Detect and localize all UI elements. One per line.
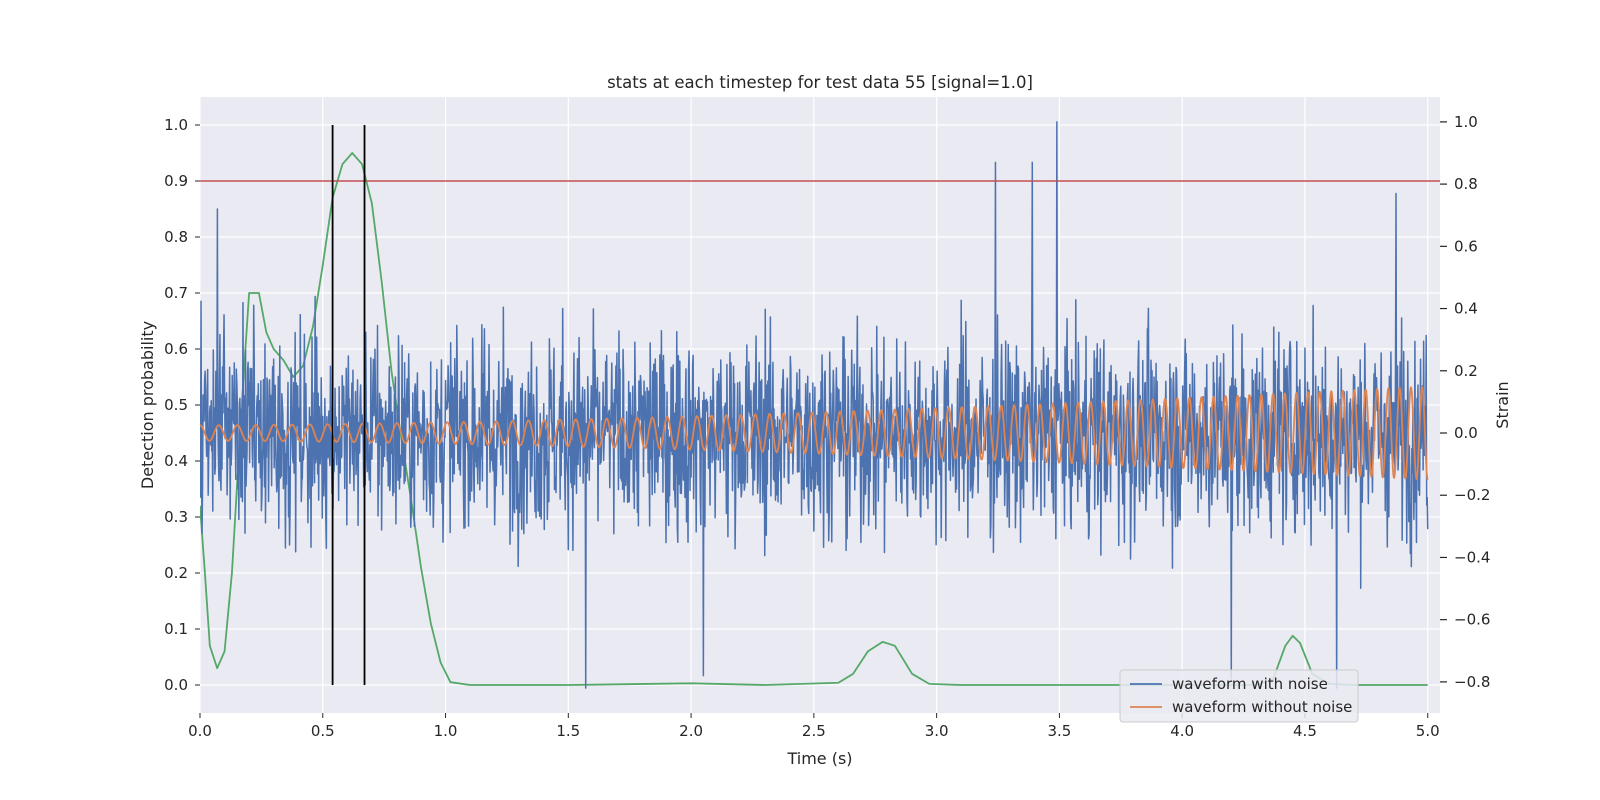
y-left-tick-label: 0.4: [164, 452, 188, 470]
y-right-tick-label: 0.6: [1454, 237, 1478, 255]
y-right-tick-label: −0.2: [1454, 486, 1490, 504]
y-axis-left-label: Detection probability: [138, 321, 157, 489]
x-axis-label: Time (s): [786, 749, 852, 768]
x-axis: 0.0 0.5 1.0 1.5 2.0 2.5 3.0 3.5 4.0 4.5 5.0: [188, 713, 1440, 740]
legend-label-waveform-without-noise: waveform without noise: [1172, 698, 1352, 716]
x-tick-label: 1.0: [434, 722, 458, 740]
legend-box: [1119, 669, 1359, 723]
y-right-tick-label: −0.8: [1454, 673, 1490, 691]
y-axis-right: −0.8 −0.6 −0.4 −0.2 0.0 0.2 0.4 0.6 0.8 1.0: [1440, 113, 1490, 691]
y-left-tick-label: 0.8: [164, 228, 188, 246]
series-line-waveform-without-noise: [200, 385, 1429, 480]
x-tick-label: 0.0: [188, 722, 212, 740]
x-tick-label: 3.5: [1047, 722, 1071, 740]
y-right-tick-label: 0.4: [1454, 300, 1478, 318]
y-left-tick-label: 0.5: [164, 396, 188, 414]
series-line-waveform-with-noise: [200, 121, 1429, 689]
y-right-tick-label: −0.4: [1454, 548, 1490, 566]
x-tick-label: 3.0: [925, 722, 949, 740]
y-left-tick-label: 0.2: [164, 564, 188, 582]
x-tick-label: 4.5: [1293, 722, 1317, 740]
y-right-tick-label: 0.2: [1454, 362, 1478, 380]
x-tick-label: 2.0: [679, 722, 703, 740]
y-left-tick-label: 0.3: [164, 508, 188, 526]
y-axis-left: 0.0 0.1 0.2 0.3 0.4 0.5 0.6 0.7 0.8 0.9 1.0: [164, 116, 200, 694]
x-tick-label: 4.0: [1170, 722, 1194, 740]
x-tick-label: 2.5: [802, 722, 826, 740]
y-left-tick-label: 0.1: [164, 620, 188, 638]
y-left-tick-label: 0.9: [164, 172, 188, 190]
y-right-tick-label: −0.6: [1454, 611, 1490, 629]
y-axis-right-label: Strain: [1493, 381, 1512, 428]
legend: waveform with noise waveform without noi…: [1119, 669, 1359, 723]
y-left-tick-label: 0.0: [164, 676, 188, 694]
chart-title: stats at each timestep for test data 55 …: [607, 73, 1033, 92]
y-right-tick-label: 1.0: [1454, 113, 1478, 131]
y-left-tick-label: 1.0: [164, 116, 188, 134]
x-tick-label: 5.0: [1416, 722, 1440, 740]
x-tick-label: 0.5: [311, 722, 335, 740]
y-right-tick-label: 0.8: [1454, 175, 1478, 193]
y-left-tick-label: 0.7: [164, 284, 188, 302]
y-left-tick-label: 0.6: [164, 340, 188, 358]
x-tick-label: 1.5: [556, 722, 580, 740]
y-right-tick-label: 0.0: [1454, 424, 1478, 442]
legend-label-waveform-with-noise: waveform with noise: [1172, 675, 1328, 693]
